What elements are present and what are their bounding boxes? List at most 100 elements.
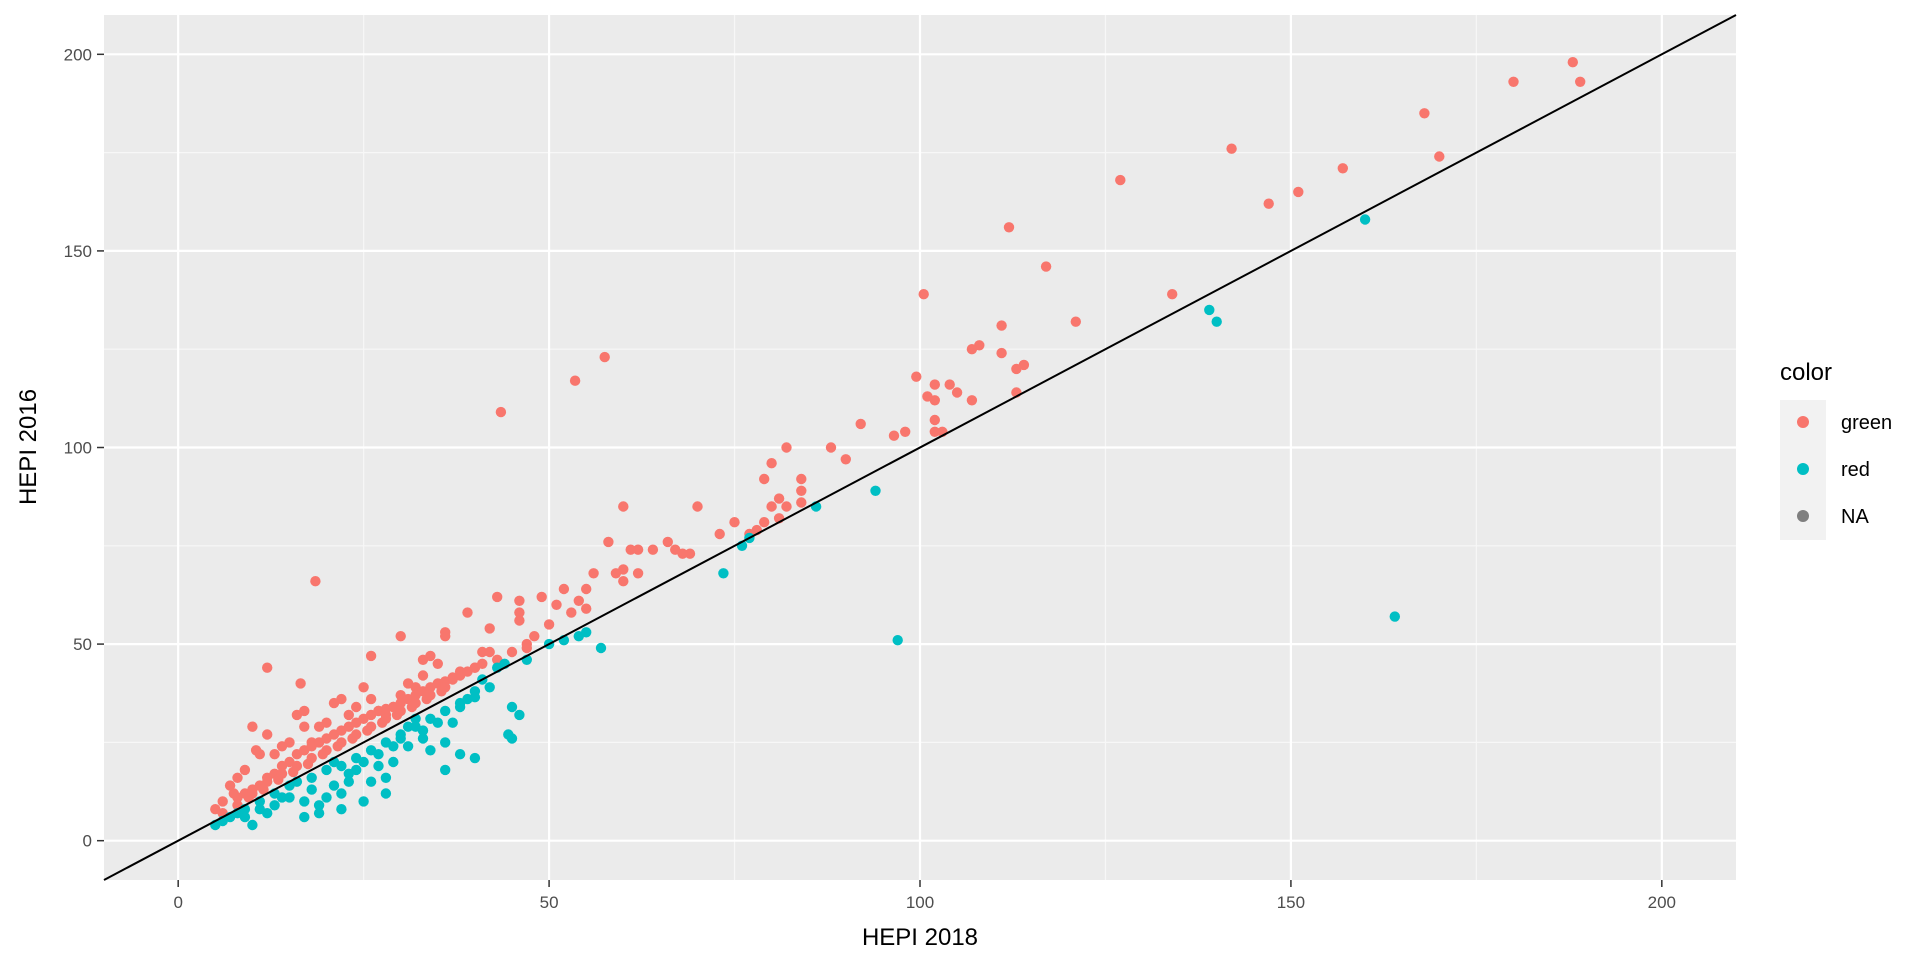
data-point-green [484, 623, 495, 634]
x-tick-label: 200 [1648, 893, 1676, 912]
data-point-red [425, 745, 436, 756]
data-point-green [951, 387, 963, 398]
data-point-green [269, 749, 280, 760]
data-point-green [551, 599, 562, 610]
data-point-green [395, 705, 406, 717]
reference-line [103, 14, 1737, 881]
legend-key-na [1797, 510, 1809, 522]
data-point-green [276, 741, 288, 752]
data-point-green [1293, 186, 1304, 198]
data-point-green [1337, 163, 1349, 174]
y-tick-label: 0 [83, 832, 92, 851]
data-point-green [581, 603, 592, 614]
data-point-green [247, 721, 258, 732]
data-point-red [380, 737, 392, 748]
y-axis-ticks: 0 50 100 150 200 [64, 45, 104, 851]
data-point-green [714, 528, 725, 540]
data-point-green [440, 631, 451, 642]
x-axis-title: HEPI 2018 [862, 924, 978, 951]
data-point-green [295, 678, 306, 689]
data-point-green [684, 548, 696, 559]
data-point-green [1567, 57, 1579, 68]
data-point-red [395, 729, 406, 740]
data-point-green [618, 576, 629, 587]
data-point-green [569, 375, 581, 386]
data-point-green [521, 642, 532, 654]
data-point-red [506, 701, 518, 713]
data-point-red [321, 764, 332, 776]
data-point-green [1575, 76, 1586, 88]
data-point-green [224, 780, 236, 791]
data-point-green [321, 745, 332, 756]
data-point-red [595, 642, 607, 654]
data-point-red [718, 568, 729, 579]
data-point-red [469, 752, 481, 764]
legend-entries: green red NA [1797, 412, 1892, 528]
data-point-red [365, 745, 377, 756]
data-point-red [440, 764, 451, 776]
y-tick-label: 100 [64, 439, 92, 458]
data-point-green [1003, 222, 1015, 233]
y-axis-title: HEPI 2016 [15, 389, 42, 505]
data-point-green [410, 697, 421, 709]
data-point-green [291, 709, 303, 721]
data-point-red [1211, 316, 1222, 327]
data-point-green [484, 646, 495, 658]
data-point-red [410, 721, 421, 732]
data-point-green [276, 768, 288, 779]
data-point-green [599, 351, 610, 363]
x-tick-label: 150 [1277, 893, 1305, 912]
data-point-green [1263, 198, 1274, 209]
data-point-red [284, 792, 295, 803]
data-point-green [692, 501, 703, 512]
data-point-green [773, 493, 785, 504]
y-tick-label: 200 [64, 45, 92, 64]
data-point-green [1167, 289, 1178, 300]
legend-label-green: green [1841, 412, 1892, 434]
data-point-red [503, 729, 514, 740]
data-point-red [313, 808, 325, 819]
data-point-red [313, 800, 325, 811]
data-point-green [477, 646, 488, 658]
data-point-red [402, 741, 414, 752]
data-point-green [1419, 108, 1430, 119]
legend-key-green [1797, 416, 1809, 428]
data-point-red [417, 733, 429, 744]
data-point-green [217, 796, 228, 807]
data-point-green [618, 501, 629, 512]
x-tick-label: 100 [906, 893, 934, 912]
data-point-red [388, 756, 399, 768]
data-point-green [250, 745, 262, 756]
data-point-red [247, 819, 258, 831]
data-point-green [477, 658, 488, 669]
legend-label-na: NA [1841, 506, 1869, 528]
data-point-red [254, 804, 265, 815]
data-point-green [1434, 151, 1445, 162]
data-point-red [484, 682, 495, 693]
y-tick-label: 150 [64, 242, 92, 261]
data-point-green [232, 772, 243, 783]
data-point-green [966, 395, 978, 406]
data-point-red [380, 788, 392, 799]
data-point-green [662, 536, 673, 548]
data-point-green [299, 721, 310, 732]
data-point-green [343, 709, 354, 721]
data-point-green [258, 784, 269, 795]
data-point-green [462, 607, 473, 618]
data-point-green [365, 693, 377, 705]
data-point-green [306, 752, 317, 764]
data-point-green [514, 595, 525, 606]
data-point-green [291, 760, 303, 772]
data-point-green [365, 650, 377, 662]
data-point-green [729, 517, 740, 528]
x-tick-label: 50 [540, 893, 559, 912]
data-point-green [358, 682, 369, 693]
data-point-green [855, 418, 866, 430]
x-axis-ticks: 0 50 100 150 200 [173, 880, 1676, 912]
data-point-green [610, 568, 622, 579]
data-point-green [781, 501, 792, 512]
data-point-green [1011, 363, 1022, 375]
data-point-green [670, 544, 681, 555]
data-point-red [440, 705, 451, 717]
